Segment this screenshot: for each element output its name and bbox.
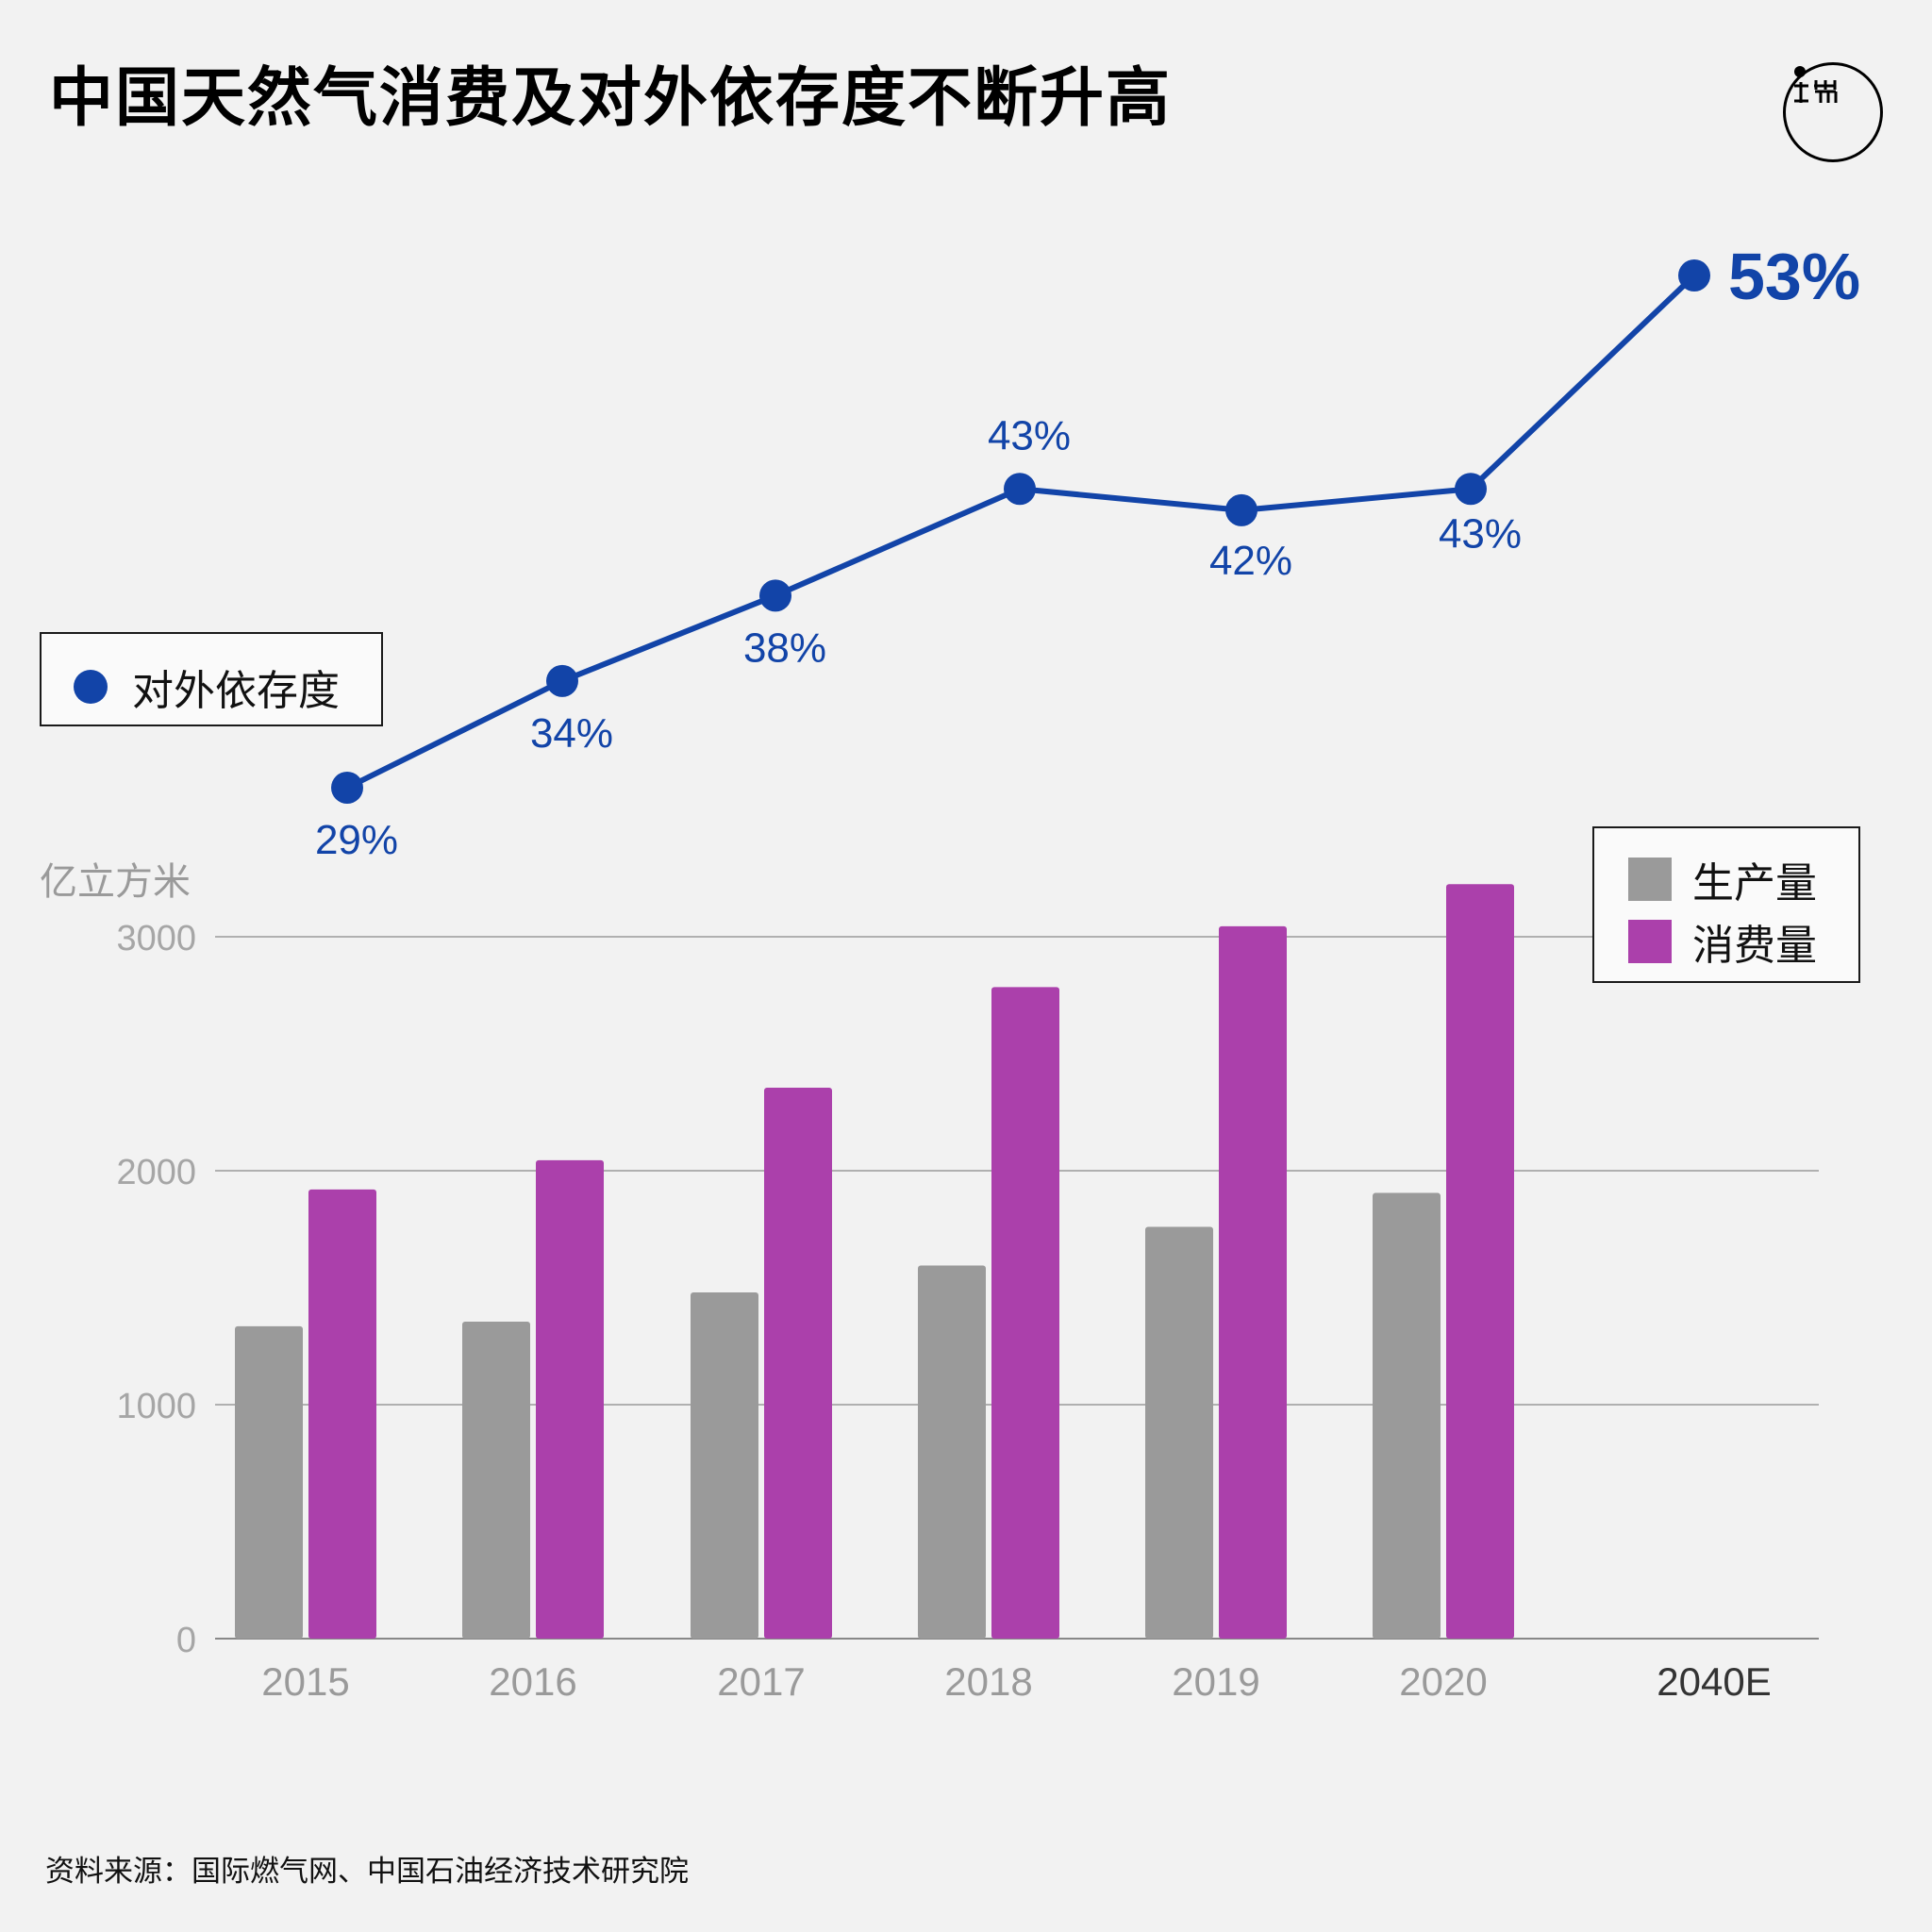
- dependency-label: 29%: [315, 817, 398, 863]
- consumption-bar: [308, 1189, 376, 1639]
- consumption-bar: [536, 1159, 604, 1639]
- y-tick-label: 1000: [116, 1387, 196, 1426]
- consumption-bar: [764, 1087, 832, 1639]
- y-tick-label: 2000: [116, 1153, 196, 1192]
- y-tick-label: 0: [176, 1621, 196, 1660]
- dependency-point: [1678, 259, 1710, 291]
- x-tick-label: 2017: [717, 1659, 805, 1704]
- consumption-legend-label: 消费量: [1692, 922, 1817, 970]
- production-bar: [235, 1325, 303, 1639]
- y-tick-label: 3000: [116, 919, 196, 958]
- production-bar: [918, 1265, 986, 1639]
- line-legend: 对外依存度: [40, 632, 383, 726]
- x-tick-label: 2020: [1399, 1659, 1487, 1704]
- x-tick-label: 2019: [1172, 1659, 1259, 1704]
- line-legend-label: 对外依存度: [132, 667, 340, 715]
- line-legend-marker-icon: [74, 670, 108, 704]
- dependency-label: 43%: [988, 412, 1071, 458]
- x-tick-label: 2040E: [1657, 1659, 1771, 1704]
- consumption-bar: [991, 987, 1059, 1639]
- ledger-logo-icon: [1783, 62, 1883, 162]
- dependency-label: 43%: [1439, 510, 1522, 557]
- consumption-bar: [1446, 884, 1514, 1639]
- consumption-swatch-icon: [1628, 920, 1672, 963]
- x-tick-label: 2015: [261, 1659, 349, 1704]
- production-swatch-icon: [1628, 858, 1672, 901]
- dependency-point: [1225, 493, 1257, 526]
- x-tick-label: 2016: [489, 1659, 576, 1704]
- source-note: 资料来源：国际燃气网、中国石油经济技术研究院: [45, 1855, 689, 1889]
- dependency-point: [759, 579, 791, 612]
- production-bar: [1373, 1192, 1441, 1639]
- chart-title: 中国天然气消费及对外依存度不断升高: [49, 61, 1173, 136]
- dependency-point: [1455, 473, 1487, 506]
- dependency-label: 34%: [530, 710, 613, 757]
- dependency-label: 38%: [743, 625, 826, 671]
- x-tick-label: 2018: [944, 1659, 1032, 1704]
- y-axis-label: 亿立方米: [40, 860, 191, 904]
- dependency-point: [331, 772, 363, 804]
- production-bar: [691, 1291, 758, 1639]
- bar-legend: 生产量 消费量: [1592, 826, 1860, 983]
- dependency-point: [546, 664, 578, 697]
- dependency-label: 42%: [1209, 538, 1292, 584]
- production-legend-label: 生产量: [1692, 859, 1817, 908]
- production-bar: [462, 1321, 530, 1639]
- dependency-label: 53%: [1728, 240, 1860, 313]
- production-bar: [1145, 1226, 1213, 1639]
- dependency-point: [1004, 473, 1036, 506]
- consumption-bar: [1219, 925, 1287, 1639]
